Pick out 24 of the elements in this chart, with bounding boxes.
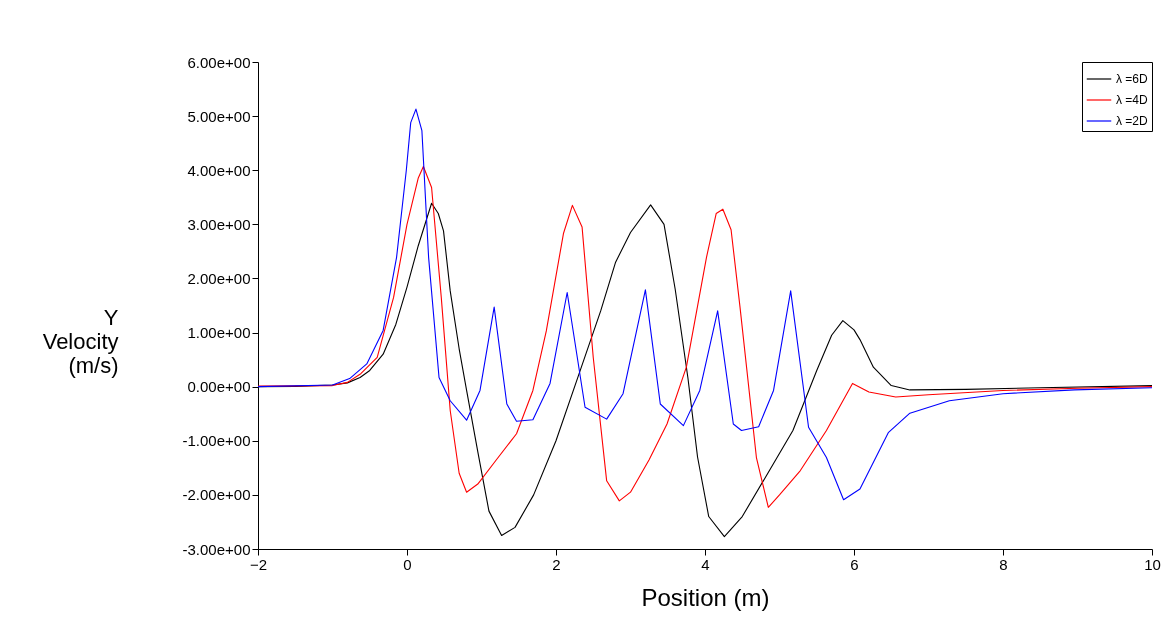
line-series	[257, 165, 1153, 508]
y-tick-label: -3.00e+00	[182, 540, 251, 558]
line-series	[257, 108, 1153, 501]
legend-label: λ =2D	[1116, 114, 1149, 128]
x-tick-label: 10	[1144, 555, 1161, 573]
y-tick-label: 1.00e+00	[187, 324, 251, 342]
x-axis-title: Position (m)	[641, 583, 770, 611]
legend-label: λ =4D	[1116, 93, 1149, 107]
y-axis-title: Y Velocity (m/s)	[42, 304, 119, 378]
y-tick-label: 4.00e+00	[187, 161, 251, 179]
x-tick-label: 6	[850, 555, 859, 573]
y-tick-label: 2.00e+00	[187, 269, 251, 287]
x-tick-label: −2	[249, 555, 268, 573]
y-tick-label: 0.00e+00	[187, 378, 251, 396]
y-tick-label: 3.00e+00	[187, 215, 251, 233]
legend-label: λ =6D	[1116, 72, 1149, 86]
x-tick-label: 4	[701, 555, 710, 573]
x-tick-label: 8	[999, 555, 1008, 573]
y-tick-label: 5.00e+00	[187, 107, 251, 125]
x-tick-label: 0	[403, 555, 412, 573]
y-tick-label: -2.00e+00	[182, 486, 251, 504]
y-tick-label: -1.00e+00	[182, 432, 251, 450]
y-tick-label: 6.00e+00	[187, 53, 251, 71]
x-tick-label: 2	[552, 555, 561, 573]
